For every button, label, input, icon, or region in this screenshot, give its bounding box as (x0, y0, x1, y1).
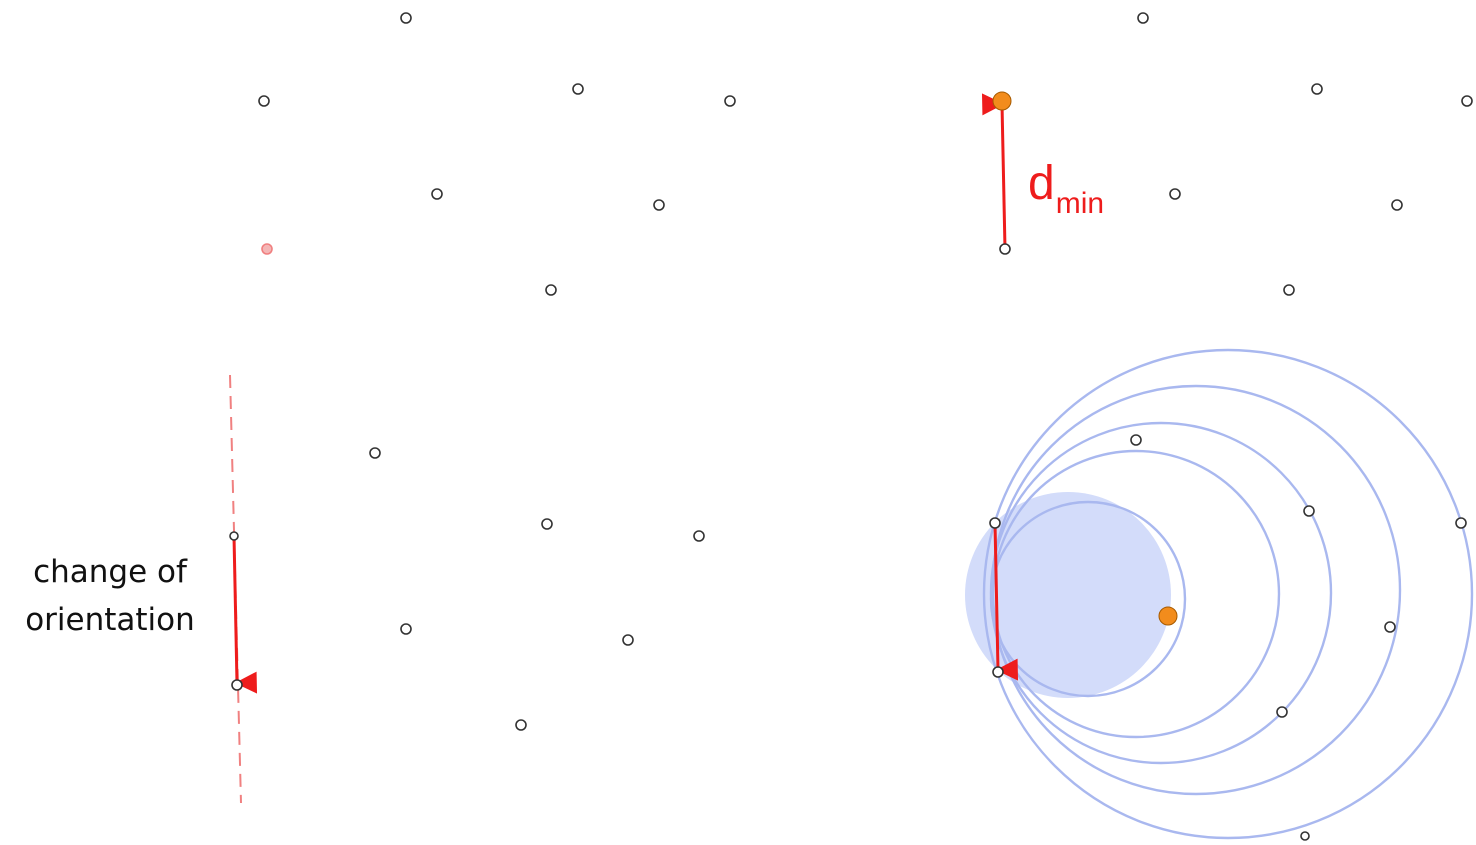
point (999, 243, 1011, 255)
point (1130, 434, 1142, 446)
point (1311, 83, 1323, 95)
marked-point (261, 243, 273, 255)
point (572, 83, 584, 95)
dmin-main: d (1028, 157, 1055, 210)
tangent-circle-4 (990, 384, 1402, 796)
point (541, 518, 553, 530)
highlight-point-top (992, 91, 1012, 111)
point (1276, 706, 1288, 718)
point (1300, 831, 1310, 841)
orientation-label: change of orientation (10, 548, 210, 644)
arrow-dmin-icon (981, 93, 1007, 250)
point (545, 284, 557, 296)
filled-disk (965, 492, 1171, 698)
arrow-circle-orientation-icon (993, 522, 1019, 681)
point (653, 199, 665, 211)
point (989, 517, 1001, 529)
highlight-point-bottom (1158, 606, 1178, 626)
points-bottom-right (989, 434, 1467, 841)
point (1169, 188, 1181, 200)
point (1137, 12, 1149, 24)
point (1384, 621, 1396, 633)
circle-construction (965, 348, 1474, 840)
dmin-subscript: min (1055, 187, 1105, 220)
dmin-label: dmin (1028, 157, 1104, 219)
orientation-label-line1: change of (33, 554, 187, 590)
tangent-circle-5 (982, 348, 1474, 840)
point (622, 634, 634, 646)
orientation-label-line2: orientation (25, 602, 195, 638)
points-top-right (999, 12, 1473, 296)
points-bottom-left (229, 447, 705, 731)
point (724, 95, 736, 107)
points-top-left (258, 12, 736, 296)
point (1283, 284, 1295, 296)
point (1391, 199, 1403, 211)
point (431, 188, 443, 200)
point (693, 530, 705, 542)
point (1461, 95, 1473, 107)
point (515, 719, 527, 731)
point (400, 12, 412, 24)
point (229, 531, 239, 541)
point (992, 666, 1004, 678)
point (1303, 505, 1315, 517)
point (1455, 517, 1467, 529)
point (258, 95, 270, 107)
point (231, 679, 243, 691)
point (369, 447, 381, 459)
arrow-orientation-icon (232, 535, 258, 694)
point (400, 623, 412, 635)
